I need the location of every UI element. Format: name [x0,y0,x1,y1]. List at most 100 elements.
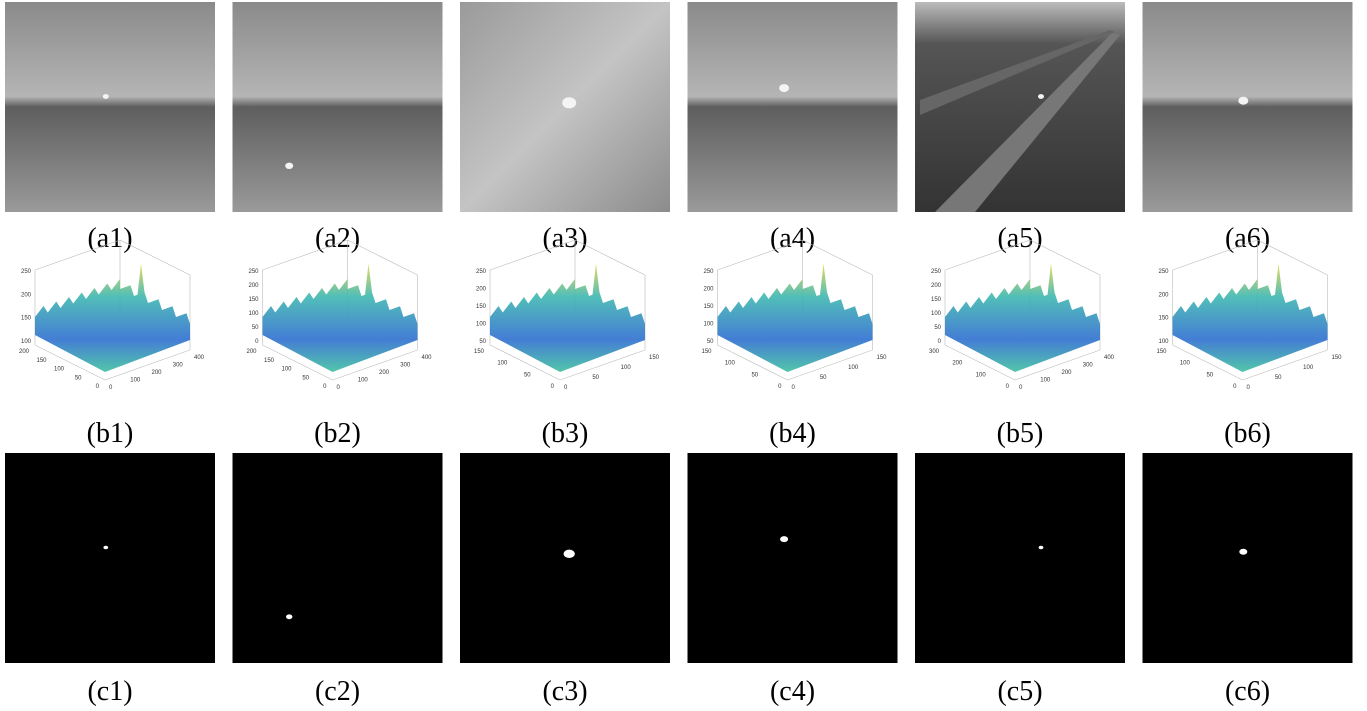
x-tick-label: 100 [848,365,859,371]
target [1038,94,1044,99]
x-tick-label: 300 [1083,363,1094,369]
plot-axis [1173,240,1258,270]
x-tick-label: 0 [109,385,113,391]
x-tick-label: 200 [152,370,163,376]
y-tick-label: 150 [474,349,485,355]
x-tick-label: 400 [1104,355,1115,361]
z-tick-label: 200 [931,283,942,289]
z-tick-label: 250 [1158,269,1169,275]
y-tick-label: 100 [725,361,736,367]
x-tick-label: 100 [621,365,632,371]
x-tick-label: 50 [820,375,827,381]
y-tick-label: 100 [54,367,65,373]
z-tick-label: 100 [931,311,942,317]
y-tick-label: 150 [701,349,712,355]
x-tick-label: 0 [337,385,341,391]
mask-label: (c4) [770,676,815,707]
plot-label: (b6) [1224,418,1271,449]
x-tick-label: 200 [1062,370,1073,376]
detected-target [564,550,575,558]
x-tick-label: 150 [1332,355,1343,361]
input-image [915,2,1125,212]
z-tick-label: 200 [1158,292,1169,298]
input-image [688,2,898,212]
z-tick-label: 150 [703,304,714,310]
detected-target [1039,546,1044,550]
x-tick-label: 300 [400,363,411,369]
y-tick-label: 50 [1206,372,1213,378]
detection-mask [460,453,670,663]
y-tick-label: 0 [96,384,100,390]
figure: (a1)250200150100200150100500010020030040… [0,0,1367,711]
z-tick-label: 150 [476,304,487,310]
y-tick-label: 0 [1006,384,1010,390]
x-tick-label: 100 [1303,365,1314,371]
surface [263,264,418,373]
x-tick-label: 0 [564,385,568,391]
z-tick-label: 0 [255,339,259,345]
plot-axis [718,240,803,270]
detection-mask [915,453,1125,663]
x-tick-label: 150 [649,355,660,361]
y-tick-label: 100 [281,367,292,373]
plot-label: (b5) [997,418,1044,449]
mask-label: (c3) [542,676,587,707]
plot-axis [1030,240,1100,275]
z-tick-label: 50 [479,339,486,345]
x-tick-label: 150 [877,355,888,361]
z-tick-label: 200 [476,287,487,293]
target [779,84,789,92]
x-tick-label: 50 [1275,375,1282,381]
y-tick-label: 300 [929,349,940,355]
y-tick-label: 50 [75,375,82,381]
x-tick-label: 100 [1040,378,1051,384]
z-tick-label: 150 [931,297,942,303]
x-tick-label: 100 [130,378,141,384]
plot-axis [120,240,190,275]
plot-label: (b4) [769,418,816,449]
plot-label: (b2) [314,418,361,449]
x-tick-label: 200 [379,370,390,376]
z-tick-label: 100 [703,322,714,328]
z-tick-label: 250 [248,269,259,275]
y-tick-label: 200 [952,361,963,367]
detected-target [1239,549,1247,555]
surface [490,264,645,373]
z-tick-label: 200 [703,287,714,293]
plot-label: (b3) [542,418,589,449]
target [562,97,576,108]
x-tick-label: 100 [358,378,369,384]
detection-mask [5,453,215,663]
y-tick-label: 50 [524,372,531,378]
x-tick-label: 400 [194,355,205,361]
surface [35,264,190,373]
z-tick-label: 150 [248,297,259,303]
target [103,94,109,99]
y-tick-label: 200 [19,349,30,355]
z-tick-label: 50 [707,339,714,345]
plot-label: (b1) [87,418,134,449]
z-tick-label: 250 [21,269,32,275]
y-tick-label: 50 [302,375,309,381]
plot-axis [803,240,873,275]
y-tick-label: 200 [246,349,257,355]
y-tick-label: 0 [778,384,782,390]
z-tick-label: 100 [21,339,32,345]
y-tick-label: 100 [497,361,508,367]
detected-target [780,536,788,542]
y-tick-label: 0 [1233,384,1237,390]
detection-mask [688,453,898,663]
y-tick-label: 50 [751,372,758,378]
x-tick-label: 50 [592,375,599,381]
target [285,163,293,169]
z-tick-label: 250 [476,269,487,275]
input-image [233,2,443,212]
plot-axis [35,240,120,270]
detected-target [286,614,292,619]
plot-axis [263,240,348,270]
target [1238,97,1248,105]
plot-axis [348,240,418,275]
mask-label: (c2) [315,676,360,707]
surface [945,264,1100,373]
z-tick-label: 200 [248,283,259,289]
